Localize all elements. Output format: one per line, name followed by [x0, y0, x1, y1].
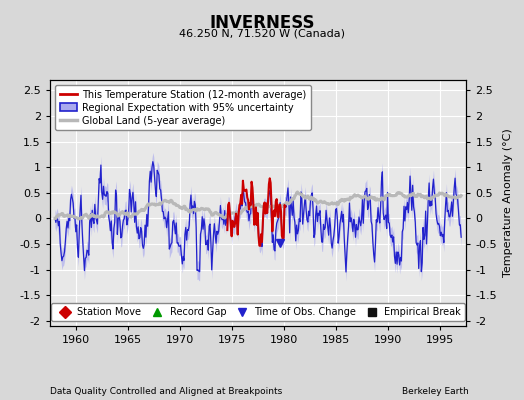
Legend: Station Move, Record Gap, Time of Obs. Change, Empirical Break: Station Move, Record Gap, Time of Obs. C… [51, 303, 465, 321]
Text: 46.250 N, 71.520 W (Canada): 46.250 N, 71.520 W (Canada) [179, 28, 345, 38]
Text: Data Quality Controlled and Aligned at Breakpoints: Data Quality Controlled and Aligned at B… [50, 387, 282, 396]
Text: INVERNESS: INVERNESS [209, 14, 315, 32]
Text: Berkeley Earth: Berkeley Earth [402, 387, 469, 396]
Y-axis label: Temperature Anomaly (°C): Temperature Anomaly (°C) [503, 129, 512, 277]
